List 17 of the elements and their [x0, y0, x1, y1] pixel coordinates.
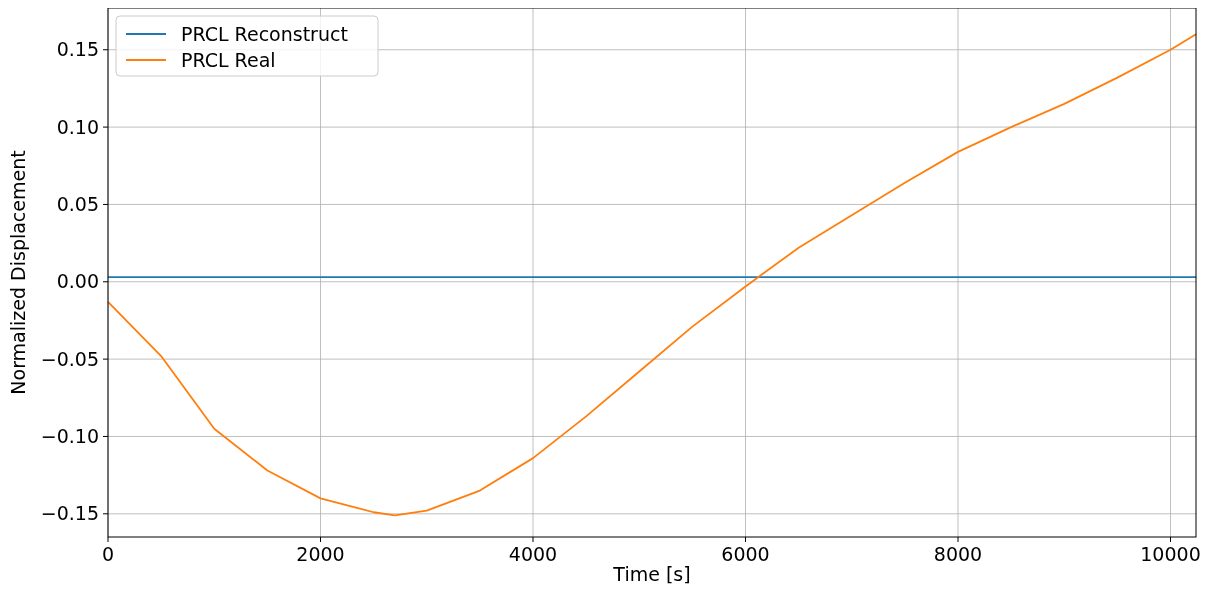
y-tick-label: 0.05: [56, 193, 99, 216]
y-tick-label: −0.15: [40, 502, 99, 525]
x-tick-label: 8000: [933, 543, 983, 565]
y-tick-label: −0.05: [40, 347, 99, 370]
x-tick-label: 10000: [1140, 543, 1201, 565]
legend-label: PRCL Real: [181, 48, 276, 71]
legend-label: PRCL Reconstruct: [181, 22, 348, 45]
y-tick-label: −0.10: [40, 425, 99, 448]
y-tick-label: 0.10: [56, 115, 99, 138]
y-axis-title: Normalized Displacement: [7, 150, 29, 395]
y-tick-label: 0.15: [56, 38, 99, 61]
x-tick-label: 6000: [721, 543, 770, 565]
x-tick-label: 4000: [508, 543, 558, 565]
x-tick-label: 2000: [296, 543, 345, 565]
x-axis-title: Time [s]: [612, 563, 691, 585]
x-tick-label: 0: [101, 543, 115, 565]
y-tick-label: 0.00: [56, 270, 99, 293]
